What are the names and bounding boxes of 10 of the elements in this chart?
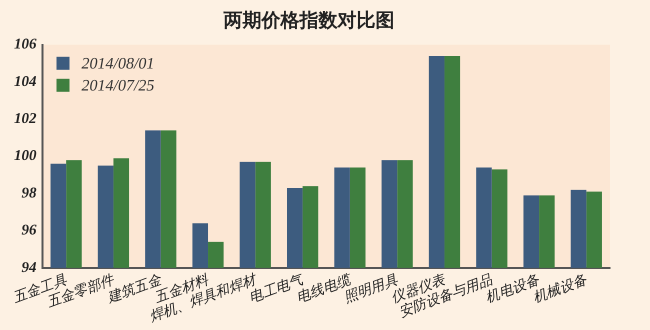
y-tick-label: 98 xyxy=(22,185,37,202)
y-tick-label: 94 xyxy=(22,260,37,276)
y-tick-label: 106 xyxy=(14,36,37,53)
legend-label: 2014/08/01 xyxy=(82,56,154,73)
y-tick-label: 102 xyxy=(14,111,37,128)
legend-label: 2014/07/25 xyxy=(82,78,154,95)
chart-title: 两期价格指数对比图 xyxy=(222,9,394,32)
y-tick-label: 100 xyxy=(14,148,37,164)
y-tick-label: 104 xyxy=(14,74,37,90)
y-tick-label: 96 xyxy=(22,222,37,239)
